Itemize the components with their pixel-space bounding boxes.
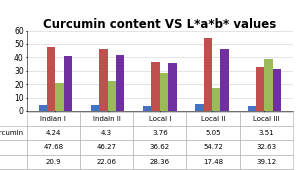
Bar (99, 49, 108, 111)
Bar (91, 105, 99, 111)
Title: Curcumin content VS L*a*b* values: Curcumin content VS L*a*b* values (43, 18, 276, 31)
Bar (247, 106, 256, 111)
Bar (152, 62, 160, 111)
Bar (47, 47, 55, 111)
Bar (116, 55, 124, 111)
Bar (256, 67, 264, 111)
Bar (168, 63, 176, 111)
Bar (143, 106, 152, 111)
Bar (39, 105, 47, 111)
Bar (221, 49, 229, 111)
Bar (108, 81, 116, 111)
Bar (204, 38, 212, 111)
Bar (264, 58, 273, 111)
Bar (55, 83, 64, 111)
Bar (273, 69, 281, 111)
Bar (160, 73, 168, 111)
Bar (212, 88, 221, 111)
Bar (195, 104, 204, 111)
Bar (64, 56, 72, 111)
